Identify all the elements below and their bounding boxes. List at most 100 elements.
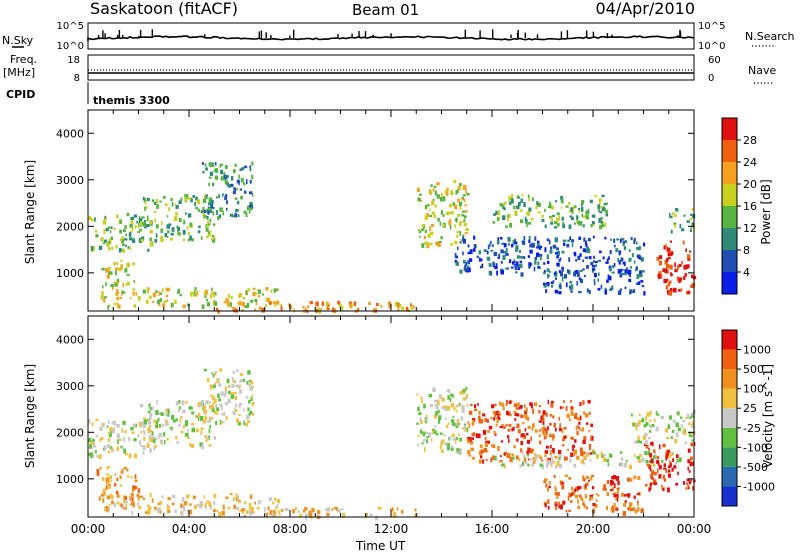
velocity-cell [467, 421, 470, 425]
power-cell [643, 242, 646, 247]
velocity-cell [208, 418, 211, 423]
power-cell [129, 296, 132, 300]
velocity-cell [150, 433, 154, 438]
velocity-cell [134, 479, 138, 483]
power-cell [95, 229, 98, 233]
velocity-cell [669, 462, 672, 468]
power-cell [189, 222, 193, 227]
power-cell [597, 278, 599, 282]
power-cell [273, 301, 277, 304]
power-cell [578, 209, 580, 213]
power-cell [539, 257, 542, 261]
power-cell [244, 190, 247, 194]
nsky-label: N.Sky [2, 34, 34, 47]
power-cell [326, 305, 330, 310]
power-cell [95, 234, 99, 238]
velocity-cell [674, 438, 678, 444]
power-cell [606, 279, 609, 283]
velocity-cell [455, 409, 458, 413]
velocity-cell [617, 480, 620, 486]
velocity-cell [512, 456, 515, 460]
velocity-cell [157, 502, 160, 506]
velocity-cell [185, 401, 188, 404]
velocity-cell [619, 451, 623, 454]
velocity-cell [555, 464, 558, 469]
power-cell [320, 308, 322, 311]
velocity-cell [576, 417, 580, 421]
velocity-cell [471, 437, 474, 440]
velocity-cell [585, 475, 590, 479]
velocity-cell [663, 463, 667, 468]
power-cell [561, 266, 564, 270]
velocity-cell [639, 440, 643, 444]
power-cell [265, 287, 269, 291]
power-cell [602, 256, 605, 260]
velocity-cell [592, 508, 595, 514]
velocity-cell [112, 430, 115, 434]
power-cell [133, 304, 136, 308]
velocity-cell [228, 385, 231, 388]
power-cell [240, 177, 244, 183]
power-cell [541, 214, 544, 218]
velocity-cell [436, 401, 440, 406]
power-cell [251, 192, 254, 197]
power-cell [613, 238, 616, 243]
power-cell [206, 302, 211, 307]
velocity-cell [615, 496, 618, 500]
power-cell [146, 288, 149, 294]
power-cell [598, 217, 602, 223]
power-cell [380, 304, 383, 308]
power-cell [502, 255, 506, 260]
velocity-cell [475, 433, 478, 438]
velocity-cell [676, 411, 680, 416]
power-cell [398, 303, 402, 308]
power-cell [171, 201, 174, 207]
power-cell [463, 260, 466, 264]
velocity-cell [543, 480, 547, 484]
power-cell [465, 189, 467, 194]
power-cell [624, 286, 627, 290]
power-cell [205, 167, 209, 171]
velocity-cell [464, 428, 468, 432]
power-cell [461, 214, 465, 217]
velocity-cell [558, 416, 561, 421]
velocity-cell [140, 430, 143, 434]
power-cell [570, 207, 574, 212]
velocity-cell [106, 486, 108, 491]
velocity-cell [163, 432, 166, 437]
power-cell [197, 199, 201, 205]
power-cell [151, 199, 155, 203]
power-cell [149, 221, 153, 225]
velocity-cell [683, 481, 686, 485]
power-cell [635, 269, 637, 272]
power-cell [528, 196, 530, 201]
power-cell [413, 305, 415, 309]
power-cell [517, 267, 521, 270]
power-cell [581, 207, 584, 212]
power-cell [104, 239, 108, 243]
velocity-cell [658, 464, 662, 470]
velocity-cell [650, 441, 653, 446]
velocity-cell [198, 404, 201, 408]
power-cell [175, 204, 179, 209]
power-cell [426, 244, 430, 249]
power-cell [569, 236, 571, 241]
power-cell [136, 220, 138, 224]
power-cell [200, 236, 203, 240]
power-cell [432, 188, 435, 192]
power-cell [429, 242, 433, 246]
power-cell [681, 261, 684, 264]
velocity-cell [196, 503, 201, 506]
power-cell [268, 301, 272, 305]
power-cell [619, 269, 623, 273]
power-cell [640, 257, 644, 262]
velocity-cell [132, 423, 136, 427]
power-cell [460, 239, 462, 242]
velocity-cell [666, 437, 670, 440]
velocity-cell [496, 420, 500, 423]
velocity-cell [634, 509, 637, 514]
velocity-cell [665, 455, 667, 461]
power-cell [562, 239, 567, 242]
power-cell [560, 199, 564, 204]
velocity-cell [639, 413, 641, 416]
